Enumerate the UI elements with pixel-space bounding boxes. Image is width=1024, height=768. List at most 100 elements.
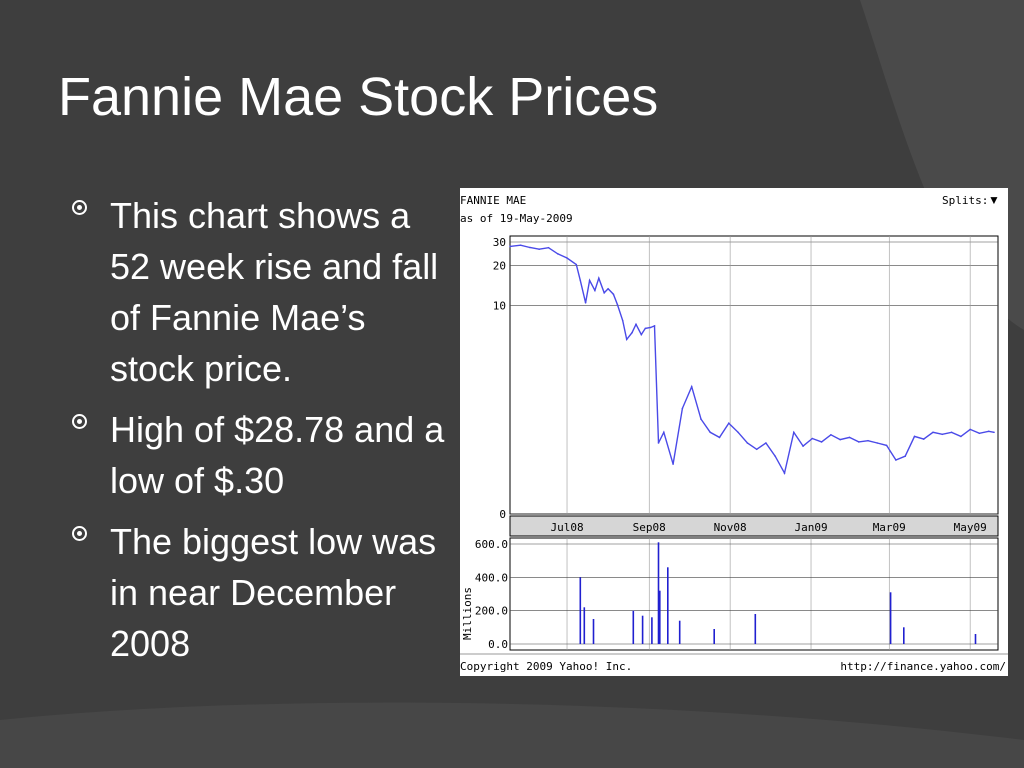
volume-y-tick-label: 400.0 — [475, 571, 508, 584]
bullet-text: The biggest low was in near December 200… — [110, 521, 437, 664]
volume-bar — [657, 542, 660, 644]
price-point — [718, 436, 721, 439]
price-point — [616, 303, 619, 306]
bullet-text: This chart shows a 52 week rise and fall… — [110, 195, 439, 389]
source-url-link[interactable]: http://finance.yahoo.com/ — [840, 660, 1006, 673]
price-point — [649, 326, 652, 329]
slide-title: Fannie Mae Stock Prices — [58, 67, 659, 127]
price-series-points — [509, 244, 995, 474]
volume-y-tick-label: 0.0 — [488, 638, 508, 651]
volume-bar — [903, 627, 905, 644]
volume-bar — [659, 590, 661, 644]
price-point — [607, 288, 609, 290]
price-point — [993, 431, 995, 434]
price-point — [640, 333, 643, 336]
volume-bar — [667, 567, 669, 644]
price-point — [876, 442, 879, 444]
price-point — [566, 257, 568, 259]
price-point — [885, 444, 888, 447]
volume-y-ticks: 0.0 200.0 400.0 600.0 — [475, 538, 508, 651]
price-point — [987, 430, 990, 433]
price-y-tick-label: 30 — [493, 236, 506, 249]
price-point — [774, 455, 776, 458]
volume-y-tick-label: 600.0 — [475, 538, 508, 551]
price-point — [631, 331, 633, 334]
price-point — [802, 445, 804, 447]
price-point — [529, 246, 531, 249]
price-point — [653, 325, 656, 327]
x-axis-ticks: Jul08 Sep08 Nov08 Jan09 Mar09 May09 — [550, 521, 986, 534]
price-point — [625, 338, 628, 341]
x-tick-label: Sep08 — [633, 521, 666, 534]
volume-bar — [651, 617, 653, 644]
price-point — [793, 431, 795, 434]
price-point — [598, 277, 600, 279]
price-point — [820, 441, 823, 443]
volume-bar — [889, 592, 892, 644]
price-point — [913, 435, 916, 438]
price-point — [858, 441, 860, 443]
price-point — [830, 434, 832, 436]
price-point — [672, 463, 674, 465]
bullet-item: This chart shows a 52 week rise and fall… — [72, 190, 457, 394]
splits-dropdown-icon[interactable]: ▼ — [988, 193, 1000, 207]
volume-bar — [974, 634, 977, 644]
volume-bar — [641, 615, 644, 644]
price-point — [709, 431, 711, 434]
volume-bar — [592, 619, 595, 644]
price-point — [746, 442, 749, 444]
x-tick-label: May09 — [954, 521, 987, 534]
stock-chart-image: FANNIE MAE as of 19-May-2009 Splits: ▼ 0… — [460, 188, 1008, 676]
volume-bar — [632, 610, 635, 644]
price-point — [681, 407, 684, 410]
bullet-circle-icon — [72, 526, 87, 541]
price-point — [612, 293, 615, 295]
date-axis-strip — [509, 515, 999, 537]
x-tick-label: Jan09 — [794, 521, 827, 534]
volume-bar — [713, 629, 715, 644]
price-point — [657, 442, 660, 444]
x-tick-label: Jul08 — [550, 521, 583, 534]
x-tick-label: Nov08 — [714, 521, 747, 534]
copyright-text: Copyright 2009 Yahoo! Inc. — [460, 660, 632, 673]
price-point — [663, 431, 665, 434]
price-point — [538, 248, 540, 250]
price-point — [621, 319, 624, 322]
price-point — [728, 422, 730, 424]
volume-bar — [583, 607, 586, 644]
price-y-ticks: 0 10 20 30 — [493, 236, 506, 521]
volume-y-tick-label: 200.0 — [475, 605, 508, 618]
price-point — [579, 279, 582, 282]
price-point — [811, 437, 814, 440]
price-point — [755, 448, 758, 451]
price-y-tick-label: 0 — [499, 508, 506, 521]
price-point — [690, 385, 693, 388]
price-point — [644, 327, 647, 330]
price-point — [737, 431, 739, 434]
price-point — [700, 418, 702, 420]
price-point — [584, 302, 587, 304]
volume-panel-frame — [509, 537, 999, 651]
price-point — [950, 431, 953, 434]
bullet-circle-icon — [72, 200, 87, 215]
volume-gridlines — [510, 538, 998, 650]
price-point — [594, 289, 596, 292]
price-point — [932, 431, 934, 434]
volume-bars — [579, 542, 977, 644]
price-y-tick-label: 10 — [493, 300, 506, 313]
price-point — [969, 428, 971, 431]
price-y-tick-label: 20 — [493, 260, 506, 273]
price-point — [603, 292, 605, 294]
price-point — [547, 246, 550, 249]
volume-axis-label: Millions — [461, 587, 474, 640]
x-tick-label: Mar09 — [873, 521, 906, 534]
volume-bar — [754, 614, 757, 644]
price-point — [509, 245, 511, 248]
price-point — [519, 244, 522, 246]
price-point — [922, 438, 925, 440]
price-point — [556, 253, 559, 255]
price-point — [783, 472, 786, 474]
price-point — [904, 455, 906, 458]
bullet-text: High of $28.78 and a low of $.30 — [110, 409, 445, 501]
price-point — [765, 442, 767, 444]
